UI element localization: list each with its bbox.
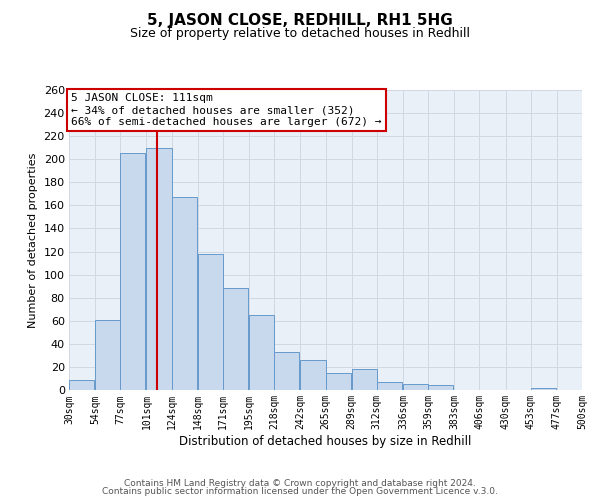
- Bar: [531, 388, 556, 390]
- Bar: [301, 360, 325, 390]
- Bar: [146, 148, 172, 390]
- Bar: [69, 380, 94, 390]
- Bar: [95, 320, 121, 390]
- Bar: [274, 352, 299, 390]
- Bar: [377, 382, 402, 390]
- Bar: [325, 372, 350, 390]
- Text: Contains public sector information licensed under the Open Government Licence v.: Contains public sector information licen…: [102, 488, 498, 496]
- Bar: [428, 386, 453, 390]
- Bar: [352, 369, 377, 390]
- Bar: [121, 154, 145, 390]
- Bar: [223, 288, 248, 390]
- Text: 5 JASON CLOSE: 111sqm
← 34% of detached houses are smaller (352)
66% of semi-det: 5 JASON CLOSE: 111sqm ← 34% of detached …: [71, 94, 382, 126]
- X-axis label: Distribution of detached houses by size in Redhill: Distribution of detached houses by size …: [179, 435, 472, 448]
- Text: Contains HM Land Registry data © Crown copyright and database right 2024.: Contains HM Land Registry data © Crown c…: [124, 478, 476, 488]
- Bar: [249, 315, 274, 390]
- Bar: [172, 198, 197, 390]
- Text: Size of property relative to detached houses in Redhill: Size of property relative to detached ho…: [130, 28, 470, 40]
- Y-axis label: Number of detached properties: Number of detached properties: [28, 152, 38, 328]
- Text: 5, JASON CLOSE, REDHILL, RH1 5HG: 5, JASON CLOSE, REDHILL, RH1 5HG: [147, 12, 453, 28]
- Bar: [198, 254, 223, 390]
- Bar: [403, 384, 428, 390]
